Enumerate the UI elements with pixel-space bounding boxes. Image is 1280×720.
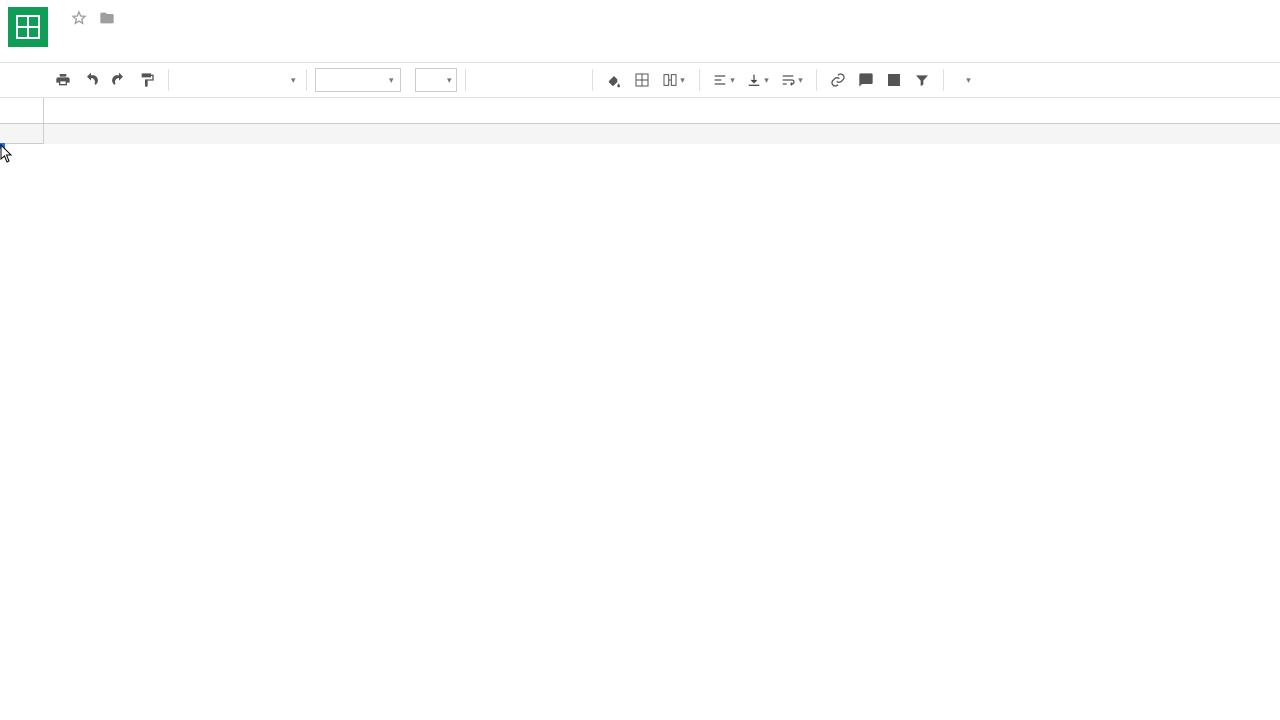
insert-comment-icon[interactable] [853,67,879,93]
increase-decimal-button[interactable] [261,67,287,93]
select-all-corner[interactable] [0,124,44,144]
more-formats-button[interactable]: ▾ [289,67,298,93]
fx-label [0,98,44,123]
menu-data[interactable] [138,45,154,53]
sheets-logo[interactable] [8,7,48,47]
menu-file[interactable] [58,45,74,53]
print-icon[interactable] [50,67,76,93]
paint-format-icon[interactable] [134,67,160,93]
font-size-select[interactable]: ▾ [415,68,457,92]
bold-button[interactable] [474,67,500,93]
strikethrough-button[interactable] [530,67,556,93]
menu-edit[interactable] [74,45,90,53]
toolbar-separator [306,69,307,91]
filter-icon[interactable] [909,67,935,93]
chevron-down-icon: ▾ [291,75,296,86]
text-wrap-button[interactable]: ▾ [776,67,808,93]
chevron-down-icon: ▾ [730,75,735,86]
toolbar-separator [168,69,169,91]
font-family-select[interactable]: ▾ [315,68,401,92]
insert-chart-icon[interactable] [881,67,907,93]
decrease-decimal-button[interactable] [233,67,259,93]
toolbar-separator [943,69,944,91]
functions-button[interactable]: ▾ [952,67,984,93]
menu-tools[interactable] [154,45,170,53]
toolbar-separator [816,69,817,91]
horizontal-align-button[interactable]: ▾ [708,67,740,93]
toolbar-separator [465,69,466,91]
spreadsheet-grid[interactable] [0,124,1280,144]
chevron-down-icon: ▾ [447,75,452,86]
chevron-down-icon: ▾ [798,75,803,86]
chevron-down-icon: ▾ [764,75,769,86]
chevron-down-icon: ▾ [966,75,971,86]
mouse-cursor-icon [0,144,16,166]
menu-addons[interactable] [170,45,186,53]
format-currency-button[interactable] [177,67,203,93]
chevron-down-icon: ▾ [389,75,394,86]
menu-insert[interactable] [106,45,122,53]
chevron-down-icon: ▾ [680,75,685,86]
insert-link-icon[interactable] [825,67,851,93]
merge-cells-button[interactable]: ▾ [657,67,691,93]
menu-format[interactable] [122,45,138,53]
menu-view[interactable] [90,45,106,53]
fill-color-icon[interactable] [601,67,627,93]
star-icon[interactable] [70,9,88,27]
italic-button[interactable] [502,67,528,93]
vertical-align-button[interactable]: ▾ [742,67,774,93]
undo-icon[interactable] [78,67,104,93]
folder-icon[interactable] [98,9,116,27]
redo-icon[interactable] [106,67,132,93]
toolbar-separator [592,69,593,91]
text-color-button[interactable] [558,67,584,93]
toolbar-separator [699,69,700,91]
menu-help[interactable] [186,45,202,53]
format-percent-button[interactable] [205,67,231,93]
borders-icon[interactable] [629,67,655,93]
